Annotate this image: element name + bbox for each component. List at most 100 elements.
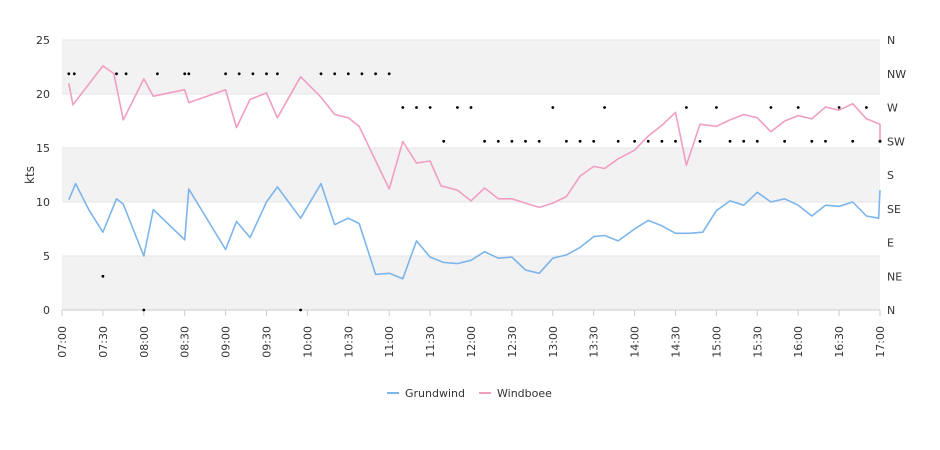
x-tick-label: 16:30 [833,326,846,358]
y-tick-label: 15 [36,142,50,155]
plot-band [62,202,880,256]
direction-marker [524,139,527,143]
direction-marker [187,72,191,76]
direction-marker [469,106,473,109]
direction-marker [878,139,882,143]
x-tick-label: 11:30 [424,326,437,358]
plot-bands [62,40,880,310]
direction-tick-label: SW [887,135,905,148]
series-lines [68,65,881,280]
direction-marker [237,72,241,76]
direction-marker [616,139,620,143]
direction-marker [156,72,159,76]
y-tick-label: 20 [36,88,50,101]
direction-marker [551,106,555,109]
direction-marker [251,72,255,76]
x-tick-label: 11:00 [383,326,396,358]
direction-marker [783,139,786,143]
x-tick-label: 07:30 [97,326,110,358]
y-tick-label: 10 [36,196,50,209]
x-tick-label: 15:30 [751,326,764,358]
direction-marker [592,139,596,143]
direction-marker [387,72,391,76]
legend[interactable]: Grundwind Windboee [387,387,552,400]
direction-axis-ticks: N NE E SE S SW W NW N [887,34,906,317]
direction-tick-label: NW [887,68,906,81]
direction-marker [633,139,636,143]
plot-band [62,94,880,148]
direction-marker [346,72,350,76]
x-axis-ticks: 07:00 07:30 08:00 08:30 09:00 09:30 10:00 10:30… [56,310,887,358]
direction-marker [728,139,732,143]
direction-tick-label: SE [887,203,901,216]
y-axis-title: kts [23,166,37,184]
direction-marker [837,106,841,109]
direction-marker [796,106,800,109]
direction-marker [428,106,432,109]
plot-band [62,256,880,310]
direction-marker [769,106,773,109]
direction-marker [646,139,650,143]
direction-marker [183,72,187,76]
direction-marker [115,72,118,76]
direction-marker [319,72,323,76]
direction-marker [374,72,377,76]
direction-tick-label: E [887,237,894,250]
x-tick-label: 16:00 [792,326,805,358]
direction-tick-label: W [887,102,898,115]
direction-marker [415,106,418,109]
plot-band [62,40,880,94]
direction-marker [660,139,664,143]
direction-marker [698,139,702,143]
direction-tick-label: N [887,34,895,47]
direction-marker [824,139,827,143]
y-axis-ticks: 0 5 10 15 20 25 [36,34,50,317]
series-line-grundwind [68,182,881,280]
x-tick-label: 17:00 [874,326,887,358]
x-tick-label: 12:00 [465,326,478,358]
direction-marker [496,139,500,143]
direction-marker [124,72,128,76]
x-tick-label: 08:30 [179,326,192,358]
direction-marker [810,139,814,143]
x-tick-label: 09:30 [261,326,274,358]
direction-marker [101,274,105,278]
direction-marker [276,72,279,76]
direction-marker [142,308,146,312]
direction-marker [715,106,718,109]
grid-lines [62,39,880,311]
x-tick-label: 10:00 [301,326,314,358]
legend-item-grundwind[interactable]: Grundwind [387,387,465,400]
x-tick-label: 13:30 [588,326,601,358]
x-tick-label: 10:30 [342,326,355,358]
direction-marker [265,72,268,76]
series-line-windboee [68,65,881,209]
direction-marker [851,139,855,143]
direction-tick-label: NE [887,270,902,283]
direction-marker [483,139,486,143]
direction-marker [360,72,364,76]
direction-markers [67,72,882,312]
x-tick-label: 14:00 [629,326,642,358]
direction-marker [742,139,746,143]
y-tick-label: 0 [43,304,50,317]
direction-marker [578,139,582,143]
direction-marker [510,139,514,143]
legend-item-windboee[interactable]: Windboee [479,387,552,400]
x-tick-label: 13:00 [547,326,560,358]
direction-tick-label: N [887,304,895,317]
x-tick-label: 12:30 [506,326,519,358]
direction-marker [401,106,405,109]
direction-marker [603,106,606,109]
direction-marker [224,72,228,76]
direction-marker [72,72,76,76]
direction-marker [442,139,446,143]
direction-marker [685,106,688,109]
direction-marker [537,139,541,143]
direction-marker [565,139,568,143]
x-tick-label: 08:00 [138,326,151,358]
direction-marker [456,106,459,109]
x-tick-label: 15:00 [710,326,723,358]
legend-label: Windboee [497,387,552,400]
